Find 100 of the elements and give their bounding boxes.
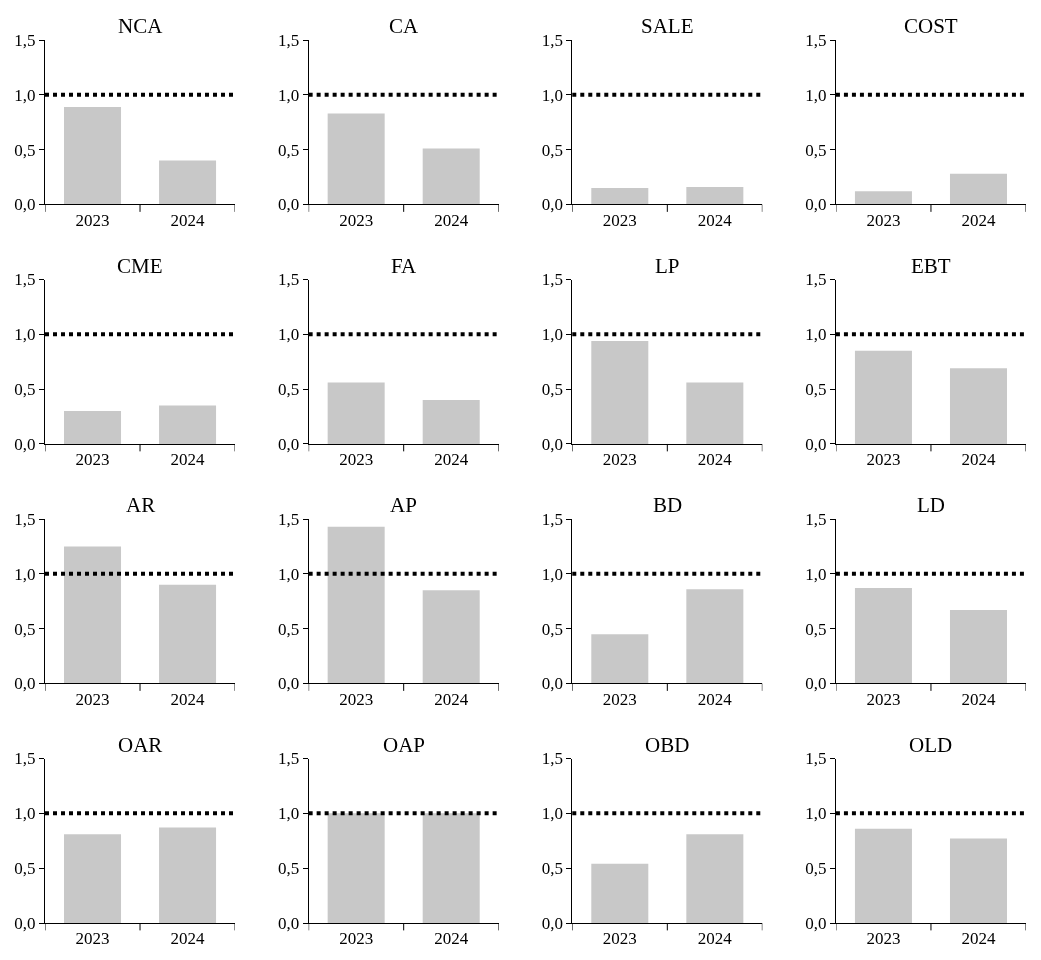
x-tick-label: 2024 (961, 450, 996, 470)
chart-title: FA (391, 254, 418, 278)
chart-title: OAP (383, 733, 426, 757)
y-tick-label: 0,0 (541, 195, 563, 215)
y-tick-label: 1,0 (14, 85, 36, 105)
y-tick-label: 0,5 (277, 619, 300, 639)
y-tick-label: 0,0 (805, 674, 827, 694)
y-tick-label: 1,5 (277, 509, 300, 529)
chart-title: OLD (909, 733, 953, 757)
y-tick-label: 0,0 (277, 434, 300, 454)
y-tick-label: 0,5 (805, 380, 827, 400)
chart-title: COST (904, 14, 958, 38)
y-tick-label: 0,5 (805, 619, 827, 639)
chart-title: AP (390, 493, 417, 517)
x-tick-label: 2024 (961, 689, 996, 709)
y-tick-label: 0,5 (541, 859, 563, 879)
y-tick-label: 1,0 (277, 325, 300, 345)
y-tick-label: 0,5 (14, 619, 36, 639)
y-tick-label: 0,0 (541, 913, 563, 933)
y-tick-label: 0,0 (277, 913, 300, 933)
y-tick-label: 1,5 (805, 30, 827, 50)
y-tick-label: 1,5 (805, 270, 827, 290)
y-tick-label: 0,5 (14, 140, 36, 160)
x-tick-label: 2023 (866, 450, 901, 470)
y-tick-label: 0,5 (14, 859, 36, 879)
y-tick-label: 0,0 (805, 913, 827, 933)
y-tick-label: 1,5 (14, 509, 36, 529)
chart-title: NCA (118, 14, 164, 38)
chart-title: CME (117, 254, 163, 278)
x-tick-label: 2023 (75, 450, 110, 470)
y-tick-label: 1,5 (541, 509, 563, 529)
y-tick-label: 0,0 (541, 434, 563, 454)
y-tick-label: 1,5 (541, 749, 563, 769)
y-tick-label: 0,0 (277, 195, 300, 215)
x-tick-label: 2023 (602, 689, 637, 709)
chart-title: EBT (911, 254, 951, 278)
x-tick-label: 2024 (697, 450, 733, 470)
x-tick-label: 2023 (339, 210, 374, 230)
y-tick-label: 1,0 (541, 85, 563, 105)
chart-title: LP (655, 254, 680, 278)
x-tick-label: 2024 (434, 929, 469, 949)
chart-title: BD (653, 493, 683, 517)
x-tick-label: 2023 (75, 210, 110, 230)
x-tick-label: 2024 (697, 689, 733, 709)
x-tick-label: 2024 (697, 210, 733, 230)
x-tick-label: 2023 (866, 689, 901, 709)
x-tick-label: 2024 (170, 929, 206, 949)
x-tick-label: 2023 (602, 210, 637, 230)
y-tick-label: 1,5 (277, 749, 300, 769)
y-tick-label: 0,5 (805, 859, 827, 879)
y-tick-label: 0,0 (14, 913, 36, 933)
x-tick-label: 2024 (170, 450, 206, 470)
x-tick-label: 2023 (75, 689, 110, 709)
y-tick-label: 0,0 (805, 195, 827, 215)
y-tick-label: 1,0 (14, 325, 36, 345)
y-tick-label: 1,0 (277, 85, 300, 105)
chart-title: OBD (645, 733, 690, 757)
x-tick-label: 2023 (866, 929, 901, 949)
y-tick-label: 0,5 (541, 380, 563, 400)
y-tick-label: 0,0 (541, 674, 563, 694)
x-tick-label: 2024 (961, 929, 996, 949)
y-tick-label: 1,0 (805, 564, 827, 584)
y-tick-label: 0,0 (14, 434, 36, 454)
y-tick-label: 0,0 (277, 674, 300, 694)
y-tick-label: 1,0 (541, 564, 563, 584)
y-tick-label: 1,5 (14, 749, 36, 769)
y-tick-label: 1,5 (14, 30, 36, 50)
chart-title: AR (126, 493, 156, 517)
x-tick-label: 2024 (434, 689, 469, 709)
y-tick-label: 1,0 (277, 564, 300, 584)
y-tick-label: 0,5 (805, 140, 827, 160)
y-tick-label: 0,5 (541, 619, 563, 639)
y-tick-label: 1,0 (541, 325, 563, 345)
x-tick-label: 2024 (961, 210, 996, 230)
chart-title: SALE (641, 14, 694, 38)
y-tick-label: 1,5 (541, 270, 563, 290)
x-tick-label: 2023 (866, 210, 901, 230)
y-tick-label: 0,0 (805, 434, 827, 454)
y-tick-label: 0,0 (14, 195, 36, 215)
y-tick-label: 1,0 (805, 804, 827, 824)
x-tick-label: 2023 (339, 689, 374, 709)
y-tick-label: 1,0 (805, 325, 827, 345)
y-tick-label: 0,0 (14, 674, 36, 694)
x-tick-label: 2023 (75, 929, 110, 949)
y-tick-label: 1,5 (277, 270, 300, 290)
x-tick-label: 2024 (697, 929, 733, 949)
y-tick-label: 1,0 (541, 804, 563, 824)
x-tick-label: 2023 (602, 450, 637, 470)
y-tick-label: 1,0 (277, 804, 300, 824)
y-tick-label: 0,5 (277, 140, 300, 160)
y-tick-label: 1,5 (805, 509, 827, 529)
y-tick-label: 1,0 (805, 85, 827, 105)
x-tick-label: 2023 (339, 929, 374, 949)
x-tick-label: 2024 (170, 210, 206, 230)
y-tick-label: 0,5 (277, 859, 300, 879)
y-tick-label: 0,5 (541, 140, 563, 160)
chart-title: LD (917, 493, 945, 517)
x-tick-label: 2024 (170, 689, 206, 709)
y-tick-label: 1,5 (805, 749, 827, 769)
y-tick-label: 0,5 (277, 380, 300, 400)
